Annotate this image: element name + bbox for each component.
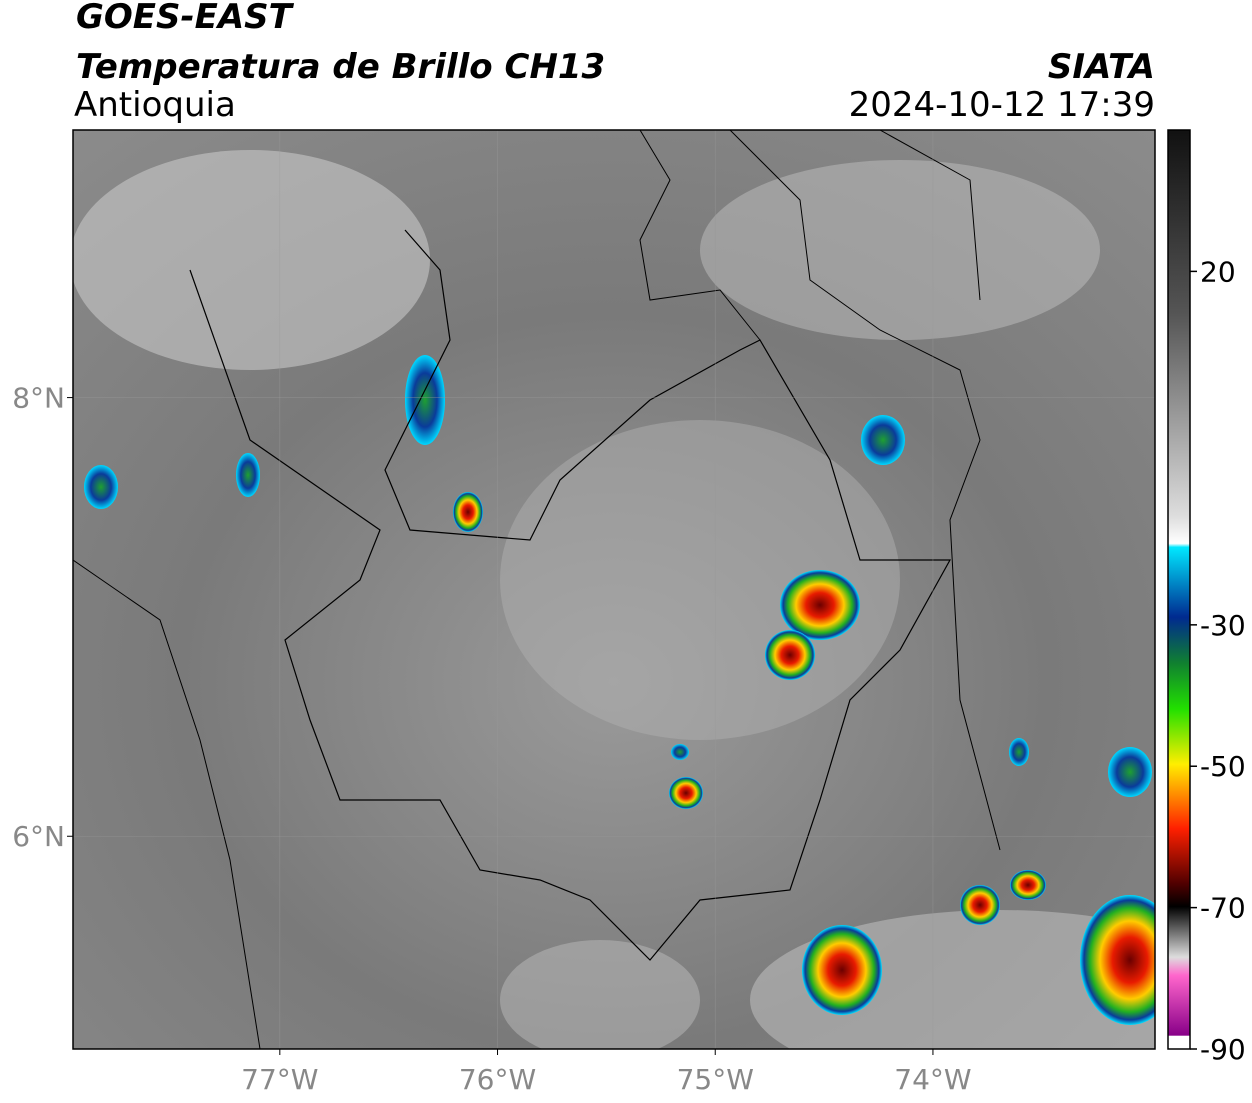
cloud (73, 150, 430, 370)
border (73, 130, 1001, 1049)
colorbar (1167, 129, 1191, 1050)
storm-cell (802, 925, 882, 1015)
cold-cloud (236, 453, 260, 497)
x-tick-label: 74°W (894, 1063, 971, 1096)
storm-cell (453, 492, 483, 532)
storm-cell (669, 777, 703, 809)
graticule (73, 130, 1155, 1049)
x-tick-label: 77°W (241, 1063, 318, 1096)
cold-cloud (1108, 747, 1152, 797)
cold-cloud (861, 415, 905, 465)
colorbar-tick-label: -50 (1200, 750, 1246, 783)
department-border (189, 229, 952, 961)
region: Antioquia (74, 85, 236, 125)
colorbar-tick-label: -70 (1200, 892, 1246, 925)
storm-cell (765, 630, 815, 680)
subtitle: Temperatura de Brillo CH13 (76, 47, 605, 87)
title: GOES-EAST (76, 0, 295, 37)
storm-cell (960, 885, 1000, 925)
source: SIATA (1048, 47, 1155, 87)
datetime: 2024-10-12 17:39 (849, 85, 1155, 125)
satellite-image (73, 130, 1155, 1049)
y-tick-label: 6°N (12, 820, 65, 853)
storm-cell (1010, 870, 1046, 900)
storm-cell (1080, 895, 1155, 1025)
y-tick-label: 8°N (12, 382, 65, 415)
cold-cloud (1009, 738, 1029, 766)
map-frame (72, 129, 1156, 1050)
cloud (700, 160, 1100, 340)
colorbar-tick-label: 20 (1200, 255, 1236, 288)
colorbar-tick-label: -30 (1200, 609, 1246, 642)
x-tick-label: 75°W (677, 1063, 754, 1096)
cold-cloud (405, 355, 445, 445)
cold-cloud (84, 465, 118, 509)
cold-cloud (671, 744, 689, 760)
cloud (500, 940, 700, 1049)
storm-cell (780, 570, 860, 640)
x-tick-label: 76°W (459, 1063, 536, 1096)
colorbar-tick-label: -90 (1200, 1033, 1246, 1066)
